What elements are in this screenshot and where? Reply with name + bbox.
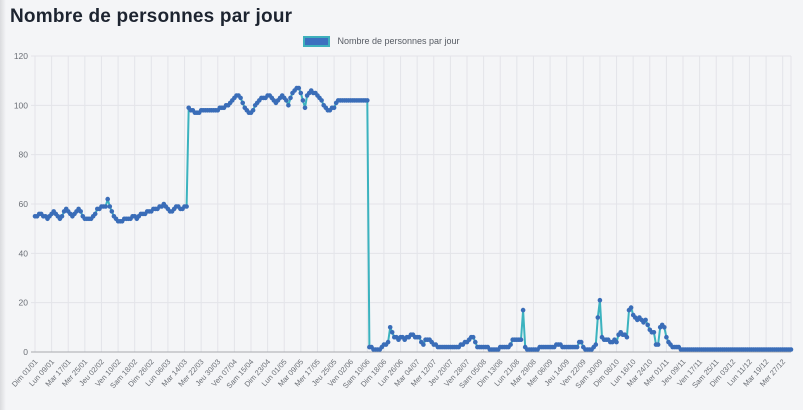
svg-text:120: 120	[14, 51, 28, 61]
legend-swatch	[303, 35, 331, 47]
svg-text:20: 20	[19, 298, 29, 308]
svg-text:40: 40	[19, 248, 29, 258]
legend-item-label: Nombre de personnes par jour	[337, 36, 460, 46]
y-axis-labels: 0 20 40 60 80 100 120	[14, 51, 28, 357]
y-gridlines	[31, 55, 791, 353]
svg-text:60: 60	[19, 199, 29, 209]
chart-title: Nombre de personnes par jour	[10, 6, 293, 27]
data-points	[32, 85, 794, 352]
svg-text:80: 80	[19, 150, 29, 160]
legend: Nombre de personnes par jour	[0, 32, 803, 50]
svg-text:100: 100	[14, 100, 28, 110]
legend-item[interactable]: Nombre de personnes par jour	[303, 35, 460, 47]
data-line	[35, 87, 791, 351]
svg-text:0: 0	[23, 347, 28, 357]
chart-header: Nombre de personnes par jour	[0, 0, 803, 30]
